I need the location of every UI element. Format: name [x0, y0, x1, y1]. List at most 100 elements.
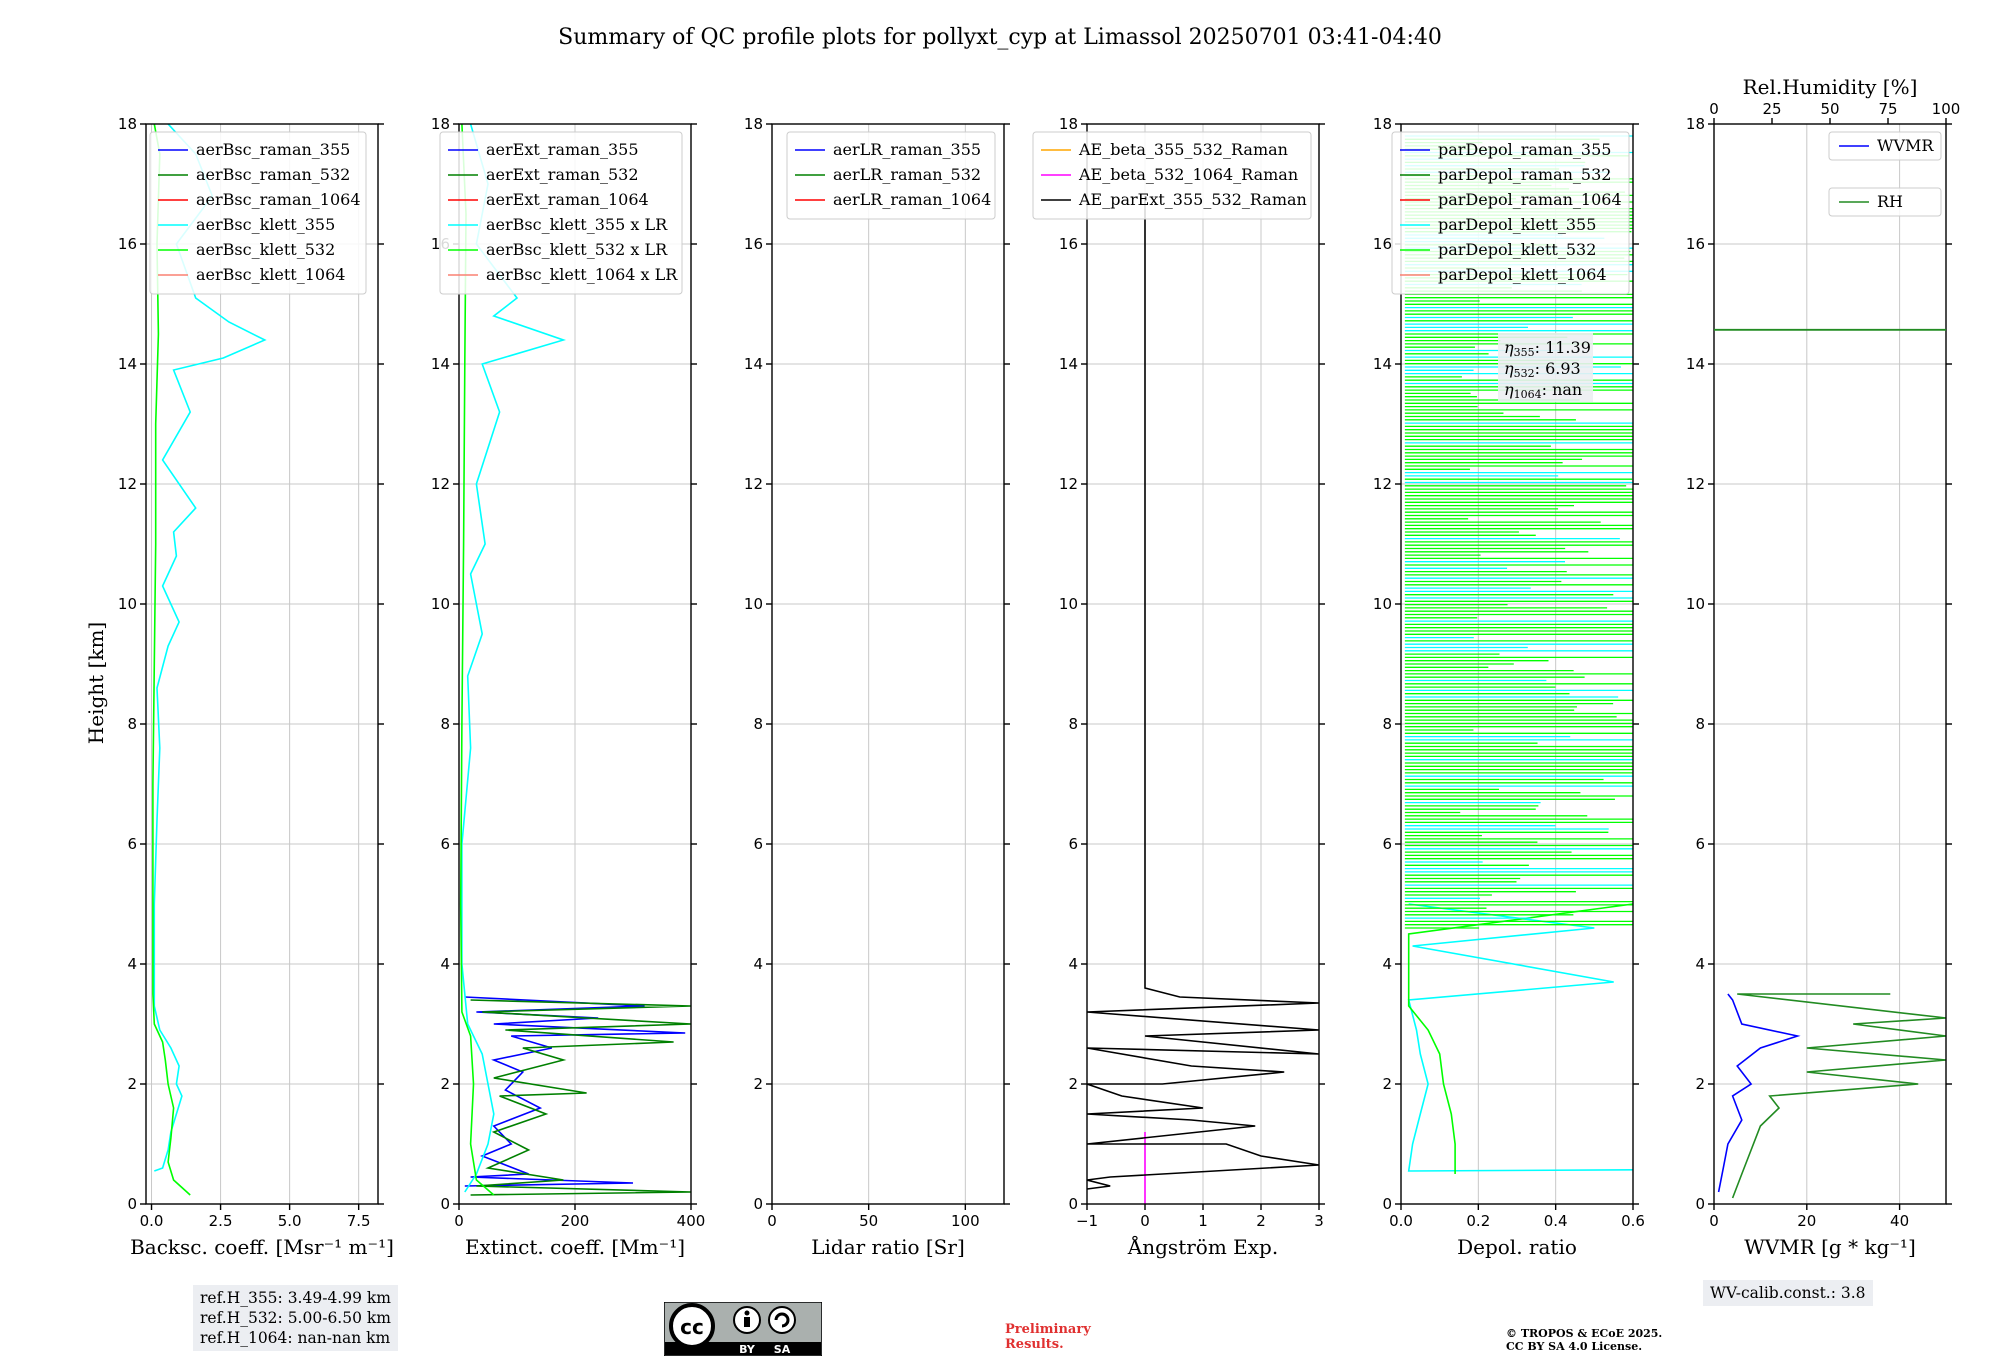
- x-tick-label: 2.5: [209, 1212, 233, 1230]
- x-tick-label: 0: [1140, 1212, 1150, 1230]
- series-AE_parExt_355_532_Raman: [1087, 196, 1319, 1190]
- legend-entry: aerBsc_klett_532: [196, 240, 335, 259]
- series-aerBsc_klett_532 x LR: [459, 124, 495, 1196]
- y-tick-label: 18: [744, 115, 763, 133]
- legend-entry: aerBsc_klett_532 x LR: [486, 240, 668, 259]
- legend-entry: aerBsc_raman_355: [196, 140, 350, 159]
- top-x-tick-label: 100: [1932, 100, 1961, 118]
- x-tick-label: 5.0: [278, 1212, 302, 1230]
- eta-value: η355: 11.39: [1504, 338, 1591, 359]
- svg-text:BY: BY: [739, 1343, 756, 1356]
- y-tick-label: 16: [118, 235, 137, 253]
- x-tick-label: 0: [454, 1212, 464, 1230]
- x-tick-label: 0.6: [1621, 1212, 1645, 1230]
- legend-entry: parDepol_klett_1064: [1438, 265, 1607, 284]
- y-tick-label: 6: [1695, 835, 1705, 853]
- legend-entry: aerExt_raman_532: [486, 165, 639, 184]
- x-tick-label: 400: [677, 1212, 706, 1230]
- y-tick-label: 8: [1695, 715, 1705, 733]
- eta-value: η532: 6.93: [1504, 359, 1581, 380]
- axes-frame: [1713, 123, 1947, 1205]
- y-tick-label: 14: [1059, 355, 1078, 373]
- svg-text:cc: cc: [680, 1315, 704, 1339]
- axes-frame: [1400, 123, 1634, 1205]
- top-axis-label: Rel.Humidity [%]: [1743, 75, 1918, 99]
- x-axis-label: Backsc. coeff. [Msr⁻¹ m⁻¹]: [130, 1235, 394, 1259]
- y-tick-label: 2: [1382, 1075, 1392, 1093]
- x-tick-label: 20: [1797, 1212, 1816, 1230]
- top-x-tick-label: 75: [1878, 100, 1897, 118]
- x-axis-label: WVMR [g * kg⁻¹]: [1744, 1235, 1916, 1259]
- y-tick-label: 2: [440, 1075, 450, 1093]
- y-tick-label: 4: [127, 955, 137, 973]
- x-tick-label: 0.0: [1389, 1212, 1413, 1230]
- x-axis-label: Extinct. coeff. [Mm⁻¹]: [465, 1235, 685, 1259]
- series-aerBsc_klett_532: [152, 124, 191, 1196]
- svg-text:SA: SA: [774, 1343, 791, 1356]
- x-tick-label: 0: [767, 1212, 777, 1230]
- y-tick-label: 12: [1686, 475, 1705, 493]
- y-tick-label: 8: [1068, 715, 1078, 733]
- top-x-tick-label: 50: [1820, 100, 1839, 118]
- legend-entry: parDepol_raman_1064: [1438, 190, 1622, 209]
- preliminary-line1: Preliminary: [1005, 1322, 1091, 1337]
- y-tick-label: 4: [1068, 955, 1078, 973]
- y-tick-label: 4: [1382, 955, 1392, 973]
- panel-depolarization: 0 2 4 6 8 10 12 14 16 18 0.0 0.2 0.4 0.6 Depol. ratio p…: [1373, 115, 1645, 1259]
- y-tick-label: 16: [1686, 235, 1705, 253]
- series-WVMR: [1717, 993, 1801, 1193]
- y-tick-label: 14: [744, 355, 763, 373]
- legend-entry: aerBsc_klett_355 x LR: [486, 215, 668, 234]
- y-tick-label: 14: [1373, 355, 1392, 373]
- y-tick-label: 18: [431, 115, 450, 133]
- y-tick-label: 8: [753, 715, 763, 733]
- x-tick-label: 50: [859, 1212, 878, 1230]
- y-tick-label: 0: [127, 1195, 137, 1213]
- x-tick-label: 2: [1256, 1212, 1266, 1230]
- cc-by-sa-logo: cc BY SA: [664, 1302, 822, 1356]
- x-tick-label: 7.5: [347, 1212, 371, 1230]
- legend-entry: parDepol_raman_532: [1438, 165, 1611, 184]
- y-tick-label: 10: [1059, 595, 1078, 613]
- legend-entry: aerLR_raman_355: [833, 140, 981, 159]
- legend-entry: aerLR_raman_532: [833, 165, 981, 184]
- legend-box: [1032, 131, 1312, 220]
- y-tick-label: 14: [431, 355, 450, 373]
- x-tick-label: −1: [1076, 1212, 1098, 1230]
- y-tick-label: 12: [1373, 475, 1392, 493]
- x-axis-label: Depol. ratio: [1457, 1235, 1577, 1259]
- y-tick-label: 6: [1382, 835, 1392, 853]
- ref-heights-box: ref.H_355: 3.49-4.99 km ref.H_532: 5.00-…: [193, 1285, 398, 1351]
- y-tick-label: 8: [440, 715, 450, 733]
- figure-title: Summary of QC profile plots for pollyxt_…: [558, 25, 1442, 50]
- y-tick-label: 14: [1686, 355, 1705, 373]
- axes-frame: [145, 123, 379, 1205]
- legend-box: [439, 131, 683, 295]
- y-tick-label: 10: [1686, 595, 1705, 613]
- wv-calib-text: WV-calib.const.: 3.8: [1710, 1284, 1866, 1302]
- y-tick-label: 10: [431, 595, 450, 613]
- y-tick-label: 18: [1059, 115, 1078, 133]
- x-tick-label: 200: [561, 1212, 590, 1230]
- panel-extinction: 0246810121416180200400Extinct. coeff. [M…: [431, 115, 705, 1259]
- legend-entry: parDepol_klett_355: [1438, 215, 1596, 234]
- y-tick-label: 18: [1373, 115, 1392, 133]
- y-tick-label: 4: [1695, 955, 1705, 973]
- ref-height-1064: ref.H_1064: nan-nan km: [200, 1329, 391, 1347]
- axes-frame: [771, 123, 1005, 1205]
- legend-entry: parDepol_raman_355: [1438, 140, 1611, 159]
- top-x-tick-label: 25: [1762, 100, 1781, 118]
- y-tick-label: 6: [753, 835, 763, 853]
- legend-entry: RH: [1877, 192, 1903, 211]
- legend-box: [1828, 131, 1942, 161]
- preliminary-line2: Results.: [1005, 1337, 1064, 1352]
- legend-box: [1828, 187, 1942, 217]
- y-tick-label: 10: [1373, 595, 1392, 613]
- legend-entry: aerExt_raman_355: [486, 140, 639, 159]
- x-tick-label: 3: [1314, 1212, 1324, 1230]
- y-tick-label: 12: [1059, 475, 1078, 493]
- x-tick-label: 1: [1198, 1212, 1208, 1230]
- y-tick-label: 6: [1068, 835, 1078, 853]
- x-tick-label: 0.0: [140, 1212, 164, 1230]
